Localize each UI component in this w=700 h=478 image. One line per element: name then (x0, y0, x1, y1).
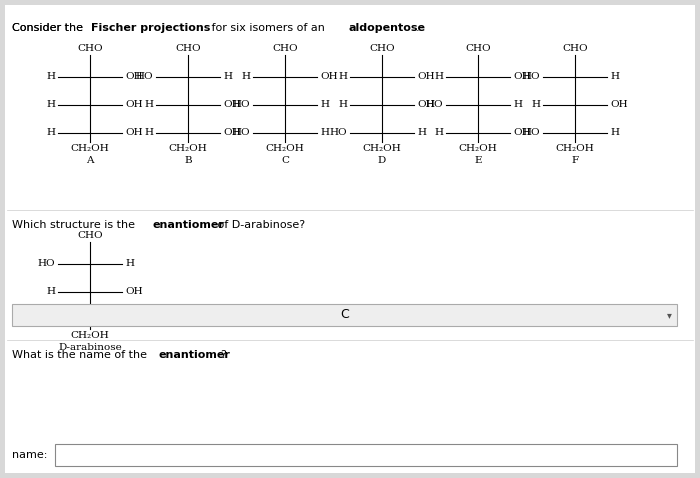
Text: D-arabinose: D-arabinose (58, 343, 122, 352)
Text: HO: HO (426, 100, 443, 109)
Text: H: H (513, 100, 522, 109)
Text: CHO: CHO (175, 44, 201, 53)
Text: CH₂OH: CH₂OH (265, 144, 304, 153)
Text: CH₂OH: CH₂OH (71, 331, 109, 340)
Text: for six isomers of an: for six isomers of an (208, 23, 328, 33)
Text: H: H (144, 100, 153, 109)
Text: H: H (46, 100, 55, 109)
Text: What is the name of the: What is the name of the (12, 350, 150, 360)
Text: OH: OH (513, 128, 531, 137)
Text: HO: HO (522, 128, 540, 137)
Text: OH: OH (417, 100, 435, 109)
Text: OH: OH (610, 100, 628, 109)
Text: H: H (46, 287, 55, 296)
Text: OH: OH (223, 100, 241, 109)
Text: CHO: CHO (369, 44, 395, 53)
Text: H: H (610, 128, 619, 137)
Text: CHO: CHO (272, 44, 298, 53)
Text: H: H (320, 100, 329, 109)
Text: B: B (184, 156, 192, 165)
Text: HO: HO (522, 72, 540, 81)
Text: OH: OH (125, 315, 143, 324)
Text: OH: OH (513, 72, 531, 81)
Text: H: H (241, 72, 250, 81)
Text: C: C (340, 308, 349, 322)
Text: HO: HO (330, 128, 347, 137)
Text: enantiomer: enantiomer (159, 350, 230, 360)
Text: CH₂OH: CH₂OH (169, 144, 207, 153)
Text: CHO: CHO (562, 44, 588, 53)
Text: Which structure is the: Which structure is the (12, 220, 139, 230)
Text: H: H (223, 72, 232, 81)
FancyBboxPatch shape (12, 304, 677, 326)
Text: D: D (378, 156, 386, 165)
FancyBboxPatch shape (5, 5, 695, 473)
Text: CH₂OH: CH₂OH (71, 144, 109, 153)
Text: H: H (531, 100, 540, 109)
Text: OH: OH (125, 128, 143, 137)
Text: Consider the: Consider the (12, 23, 87, 33)
Text: Consider the: Consider the (12, 23, 87, 33)
Text: OH: OH (125, 72, 143, 81)
Text: H: H (434, 72, 443, 81)
Text: OH: OH (320, 72, 337, 81)
Text: name:: name: (12, 450, 48, 460)
Text: enantiomer: enantiomer (153, 220, 225, 230)
Text: H: H (338, 100, 347, 109)
Text: OH: OH (125, 287, 143, 296)
Text: OH: OH (223, 128, 241, 137)
Text: ?: ? (220, 350, 225, 360)
Text: OH: OH (417, 72, 435, 81)
Text: H: H (417, 128, 426, 137)
Text: Fischer projections: Fischer projections (92, 23, 211, 33)
Text: .: . (415, 23, 419, 33)
Text: CH₂OH: CH₂OH (363, 144, 401, 153)
Text: CH₂OH: CH₂OH (556, 144, 594, 153)
Text: CHO: CHO (77, 231, 103, 240)
Text: CHO: CHO (77, 44, 103, 53)
Text: OH: OH (125, 100, 143, 109)
Text: HO: HO (135, 72, 153, 81)
Text: HO: HO (232, 128, 250, 137)
Text: of D-arabinose?: of D-arabinose? (214, 220, 304, 230)
Text: ▾: ▾ (666, 310, 671, 320)
Text: CHO: CHO (466, 44, 491, 53)
Text: H: H (46, 72, 55, 81)
FancyBboxPatch shape (55, 444, 677, 466)
Text: H: H (46, 315, 55, 324)
Text: H: H (434, 128, 443, 137)
Text: H: H (338, 72, 347, 81)
Text: E: E (475, 156, 482, 165)
Text: F: F (571, 156, 579, 165)
Text: H: H (46, 128, 55, 137)
Text: H: H (125, 259, 134, 268)
Text: H: H (320, 128, 329, 137)
Text: CH₂OH: CH₂OH (458, 144, 498, 153)
Text: A: A (86, 156, 94, 165)
Text: C: C (281, 156, 289, 165)
Text: aldopentose: aldopentose (348, 23, 425, 33)
Text: HO: HO (232, 100, 250, 109)
Text: HO: HO (37, 259, 55, 268)
Text: H: H (144, 128, 153, 137)
Text: H: H (610, 72, 619, 81)
